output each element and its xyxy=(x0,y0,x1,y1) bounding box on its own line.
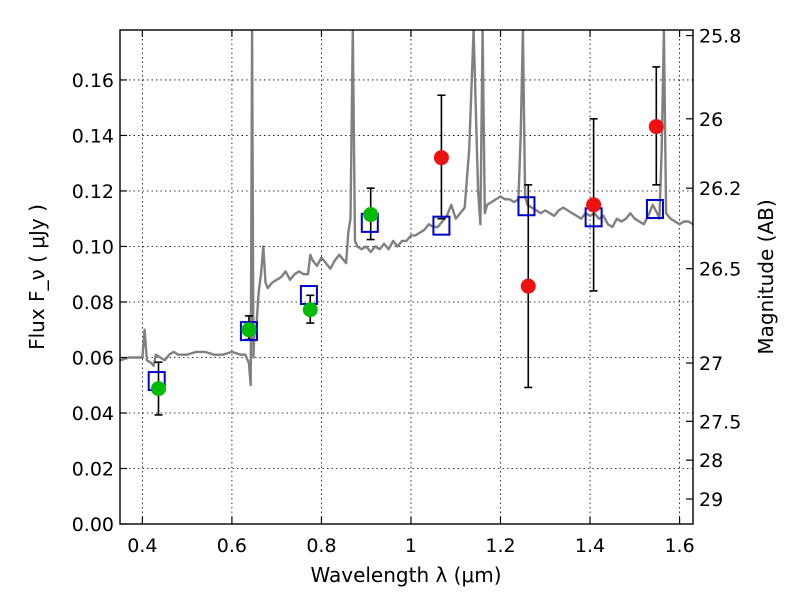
x-tick-label: 1 xyxy=(405,535,417,557)
right-tick-label: 26.2 xyxy=(699,178,741,200)
y-tick-label: 0.06 xyxy=(72,347,114,369)
x-axis-title: Wavelength λ (μm) xyxy=(310,563,501,587)
spectrum-line xyxy=(120,30,693,387)
y-tick-label: 0.04 xyxy=(72,403,114,425)
right-tick-label: 27 xyxy=(699,353,723,375)
x-tick-label: 1.4 xyxy=(575,535,605,557)
x-tick-label: 1.6 xyxy=(664,535,694,557)
markers xyxy=(147,119,664,397)
data-point-marker xyxy=(302,302,318,318)
y-tick-label: 0.10 xyxy=(72,236,114,258)
right-tick-label: 29 xyxy=(699,489,723,511)
model-square-marker xyxy=(645,199,664,220)
y-tick-label: 0.08 xyxy=(72,292,114,314)
right-tick-label: 27.5 xyxy=(699,411,741,433)
y-tick-label: 0.16 xyxy=(72,70,114,92)
plot-area xyxy=(120,30,693,387)
data-point-marker xyxy=(150,381,166,397)
model-square-marker xyxy=(517,196,536,217)
data-point-marker xyxy=(363,207,379,223)
data-point-marker xyxy=(241,322,257,338)
data-point-marker xyxy=(586,197,602,213)
plot-frame xyxy=(119,29,694,525)
model-square-marker xyxy=(239,321,258,342)
x-tick-label: 0.4 xyxy=(127,535,157,557)
y-tick-label: 0.12 xyxy=(72,181,114,203)
y-tick-label: 0.02 xyxy=(72,458,114,480)
right-tick-label: 26 xyxy=(699,109,723,131)
right-tick-label: 28 xyxy=(699,450,723,472)
x-tick-label: 0.6 xyxy=(217,535,247,557)
data-point-marker xyxy=(648,119,664,135)
x-tick-label: 1.2 xyxy=(485,535,515,557)
y-tick-label: 0.00 xyxy=(72,514,114,536)
right-axis-title: Magnitude (AB) xyxy=(754,199,778,354)
data-point-marker xyxy=(520,278,536,294)
axes: 0.4 0.6 0.8 1 1.2 1.4 1.6 0.00 0.02 0.04 0.06 0.08 0… xyxy=(72,26,742,557)
y-axis-title: Flux F_ν ( μJy ) xyxy=(25,204,49,350)
right-tick-label: 25.8 xyxy=(699,26,741,48)
y-tick-label: 0.14 xyxy=(72,125,114,147)
model-square-marker xyxy=(432,215,451,236)
data-point-marker xyxy=(433,150,449,166)
x-tick-label: 0.8 xyxy=(306,535,336,557)
right-tick-label: 26.5 xyxy=(699,259,741,281)
